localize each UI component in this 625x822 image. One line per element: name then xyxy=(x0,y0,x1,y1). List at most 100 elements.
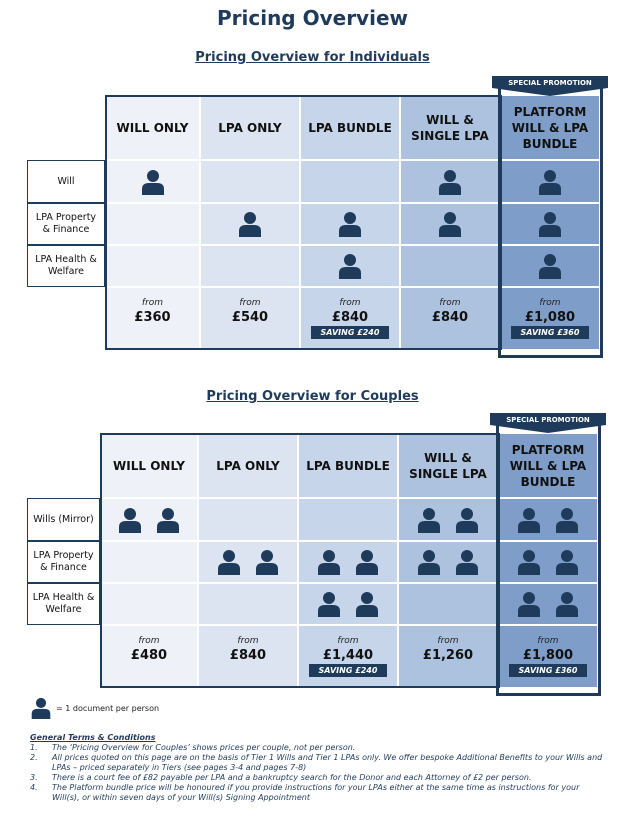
column-header: LPA ONLY xyxy=(200,95,300,160)
term-item: 1. The ‘Pricing Overview for Couples’ sho… xyxy=(30,743,605,753)
person-icon xyxy=(556,592,578,617)
table-frame xyxy=(100,433,500,688)
promotion-banner: SPECIAL PROMOTION xyxy=(492,76,608,96)
term-text: There is a court fee of £82 payable per … xyxy=(52,773,532,782)
table-frame xyxy=(105,95,502,350)
saving-badge: SAVING £360 xyxy=(510,326,590,339)
icon-cell xyxy=(500,203,600,245)
legend-text: = 1 document per person xyxy=(56,703,160,713)
person-icon xyxy=(439,169,461,195)
person-icon xyxy=(456,550,478,575)
person-icon xyxy=(356,592,378,617)
special-frame xyxy=(498,80,603,358)
price-cell: from £840 SAVING £240 xyxy=(300,287,400,350)
row-label: LPA Property & Finance xyxy=(27,541,100,583)
row-label: LPA Health & Welfare xyxy=(27,245,105,287)
icon-cell xyxy=(298,583,398,625)
column-header: LPA ONLY xyxy=(198,433,298,498)
from-label: from xyxy=(437,636,459,646)
person-icon xyxy=(218,550,240,575)
row-label: LPA Property & Finance xyxy=(27,203,105,245)
person-icon xyxy=(439,212,461,237)
from-label: from xyxy=(138,636,160,646)
from-label: from xyxy=(237,636,259,646)
price-cell: from £1,800 SAVING £360 xyxy=(498,625,598,688)
person-icon xyxy=(539,169,561,195)
person-icon xyxy=(539,254,561,279)
price: £840 xyxy=(229,648,267,663)
row-label: Will xyxy=(27,160,105,203)
person-icon xyxy=(239,212,261,237)
price: £840 xyxy=(331,310,369,325)
price-cell: from £840 xyxy=(400,287,500,350)
icon-cell xyxy=(100,541,198,583)
icon-cell xyxy=(198,541,298,583)
person-icon xyxy=(141,169,164,195)
icon-cell xyxy=(398,498,498,541)
person-icon xyxy=(456,507,478,533)
term-number: 1. xyxy=(30,743,38,752)
person-icon xyxy=(539,212,561,237)
terms: General Terms & Conditions 1. The ‘Pricin… xyxy=(30,733,605,803)
person-icon xyxy=(418,550,440,575)
terms-list: 1. The ‘Pricing Overview for Couples’ sho… xyxy=(30,743,605,803)
person-icon xyxy=(339,254,361,279)
saving-badge: SAVING £240 xyxy=(308,664,388,677)
person-icon xyxy=(256,550,278,575)
icon-cell xyxy=(298,498,398,541)
price: £1,440 xyxy=(322,648,374,663)
price-cell: from £540 xyxy=(200,287,300,350)
row-label: LPA Health & Welfare xyxy=(27,583,100,625)
icon-cell xyxy=(200,245,300,287)
person-icon xyxy=(418,507,440,533)
from-label: from xyxy=(239,298,261,308)
column-header: LPA BUNDLE xyxy=(300,95,400,160)
icon-cell xyxy=(400,203,500,245)
legend: = 1 document per person xyxy=(30,697,159,719)
price: £1,080 xyxy=(524,310,576,325)
icon-cell xyxy=(198,583,298,625)
person-icon xyxy=(339,212,361,237)
icon-cell xyxy=(500,245,600,287)
price-cell: from £1,440 SAVING £240 xyxy=(298,625,398,688)
price: £1,800 xyxy=(522,648,574,663)
from-label: from xyxy=(339,298,361,308)
icon-cell xyxy=(105,245,200,287)
price: £540 xyxy=(231,310,269,325)
price: £360 xyxy=(134,310,171,325)
person-icon xyxy=(157,507,179,533)
icon-cell xyxy=(400,160,500,203)
icon-cell xyxy=(300,245,400,287)
person-icon xyxy=(318,550,340,575)
column-header: LPA BUNDLE xyxy=(298,433,398,498)
icon-cell xyxy=(105,203,200,245)
promotion-banner: SPECIAL PROMOTION xyxy=(490,413,606,433)
from-label: from xyxy=(337,636,359,646)
price: £480 xyxy=(130,648,168,663)
special-frame xyxy=(496,417,601,696)
column-header: PLATFORM WILL & LPA BUNDLE xyxy=(498,433,598,498)
person-icon xyxy=(356,550,378,575)
icon-cell xyxy=(498,583,598,625)
person-icon xyxy=(518,550,540,575)
page-title: Pricing Overview xyxy=(216,6,408,30)
term-number: 2. xyxy=(30,753,38,762)
icon-cell xyxy=(200,160,300,203)
icon-cell xyxy=(198,498,298,541)
terms-heading: General Terms & Conditions xyxy=(30,733,156,742)
person-icon xyxy=(518,507,540,533)
icon-cell xyxy=(200,203,300,245)
price-cell: from £1,260 xyxy=(398,625,498,688)
icon-cell xyxy=(300,203,400,245)
term-text: All prices quoted on this page are on th… xyxy=(52,753,603,772)
column-header: WILL ONLY xyxy=(105,95,200,160)
term-number: 4. xyxy=(30,783,38,792)
section-heading: Pricing Overview for Couples xyxy=(206,389,419,404)
saving-badge: SAVING £240 xyxy=(310,326,390,339)
icon-cell xyxy=(300,160,400,203)
term-text: The Platform bundle price will be honour… xyxy=(52,783,580,802)
price: £840 xyxy=(431,310,469,325)
from-label: from xyxy=(141,298,164,308)
from-label: from xyxy=(539,298,561,308)
